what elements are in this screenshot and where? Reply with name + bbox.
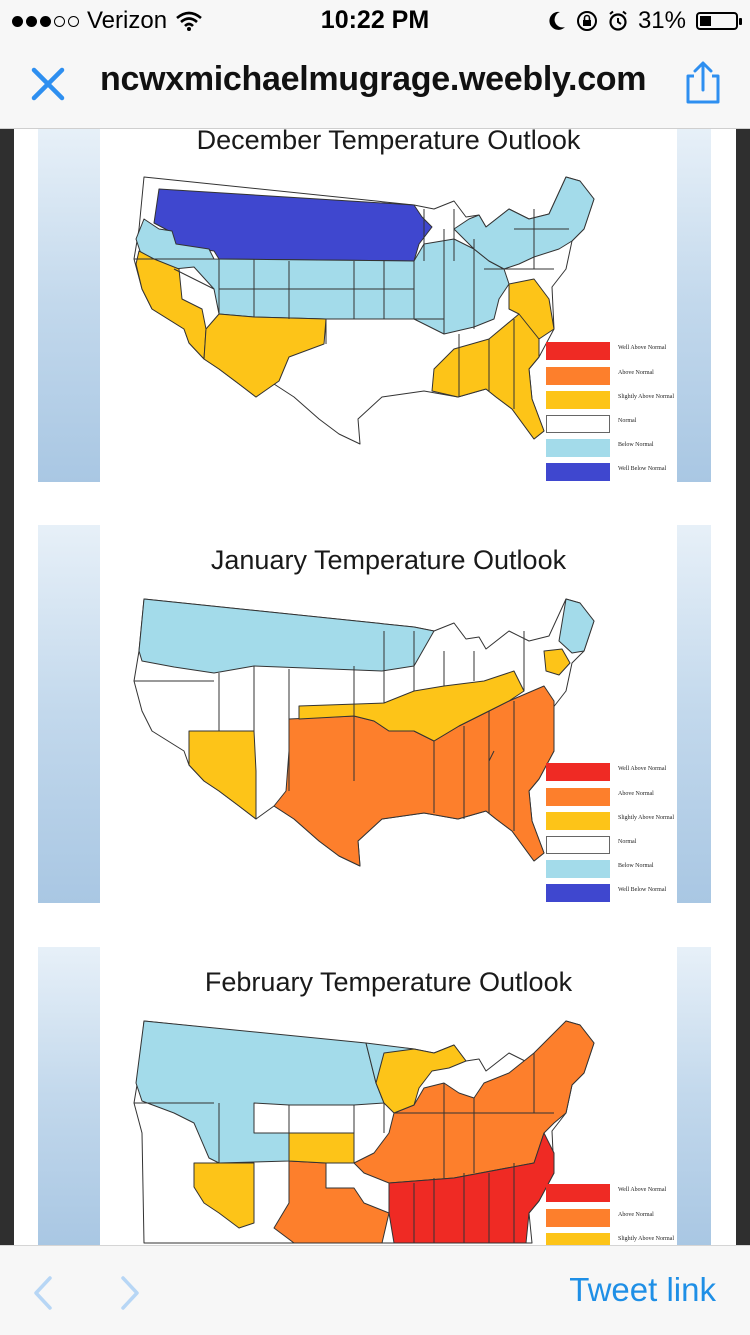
legend-label: Well Below Normal [618,887,667,893]
legend-swatch [546,1184,610,1202]
legend-swatch [546,1233,610,1245]
outlook-title: January Temperature Outlook [210,545,567,575]
legend-label: Slightly Above Normal [618,1236,674,1242]
legend-swatch [546,463,610,481]
legend-label: Below Normal [618,863,654,869]
outlook-title: February Temperature Outlook [204,967,573,997]
carrier-info: Verizon [12,7,202,35]
legend-swatch [546,342,610,360]
legend-label: Well Above Normal [618,766,667,772]
browser-bottom-toolbar: Tweet link [0,1245,750,1335]
legend-label: Well Below Normal [618,466,667,472]
legend-swatch [546,439,610,457]
battery-percent: 31% [637,7,686,34]
legend-label: Normal [618,418,637,424]
clock: 10:22 PM [320,6,430,34]
outlook-title: December Temperature Outlook [196,129,581,155]
legend-swatch [546,860,610,878]
share-icon[interactable] [680,60,726,106]
status-indicators: 31% [548,7,742,35]
forward-arrow-icon[interactable] [115,1274,145,1312]
page-side-decoration [677,525,711,903]
status-bar: Verizon 10:22 PM 31% [0,0,750,40]
us-temperature-map [133,176,595,445]
legend-swatch [546,763,610,781]
alarm-icon [609,10,627,31]
legend-swatch [546,1209,610,1227]
legend-swatch [546,391,610,409]
web-content[interactable]: December Temperature Outlook [0,129,750,1245]
legend-swatch [546,812,610,830]
legend-label: Well Above Normal [618,1187,667,1193]
close-icon[interactable] [26,62,70,106]
legend-label: Below Normal [618,442,654,448]
legend-label: Normal [618,839,637,845]
url-text[interactable]: ncwxmichaelmugrage.weebly.com [100,60,647,98]
moon-icon [549,11,565,30]
web-page: December Temperature Outlook [14,129,736,1245]
us-temperature-map [133,1020,595,1244]
legend-label: Well Above Normal [618,345,667,351]
back-arrow-icon[interactable] [28,1274,58,1312]
legend-label: Slightly Above Normal [618,815,674,821]
us-temperature-map [133,598,595,867]
legend-swatch [546,884,610,902]
page-side-decoration [38,947,100,1245]
legend-label: Above Normal [618,791,654,797]
wifi-icon [176,11,202,31]
legend-swatch [546,367,610,385]
legend-swatch [546,788,610,806]
legend-label: Slightly Above Normal [618,394,674,400]
page-side-decoration [677,947,711,1245]
rotation-lock-icon [576,11,597,31]
legend-swatch [546,836,610,854]
legend-label: Above Normal [618,1212,654,1218]
browser-url-bar: ncwxmichaelmugrage.weebly.com [0,40,750,129]
battery-icon [696,12,742,30]
tweet-link-button[interactable]: Tweet link [569,1271,716,1308]
page-side-decoration [38,129,100,482]
page-side-decoration [38,525,100,903]
carrier-name: Verizon [87,7,168,34]
legend-swatch [546,415,610,433]
signal-strength-icon [12,15,79,27]
legend-label: Above Normal [618,370,654,376]
page-side-decoration [677,129,711,482]
